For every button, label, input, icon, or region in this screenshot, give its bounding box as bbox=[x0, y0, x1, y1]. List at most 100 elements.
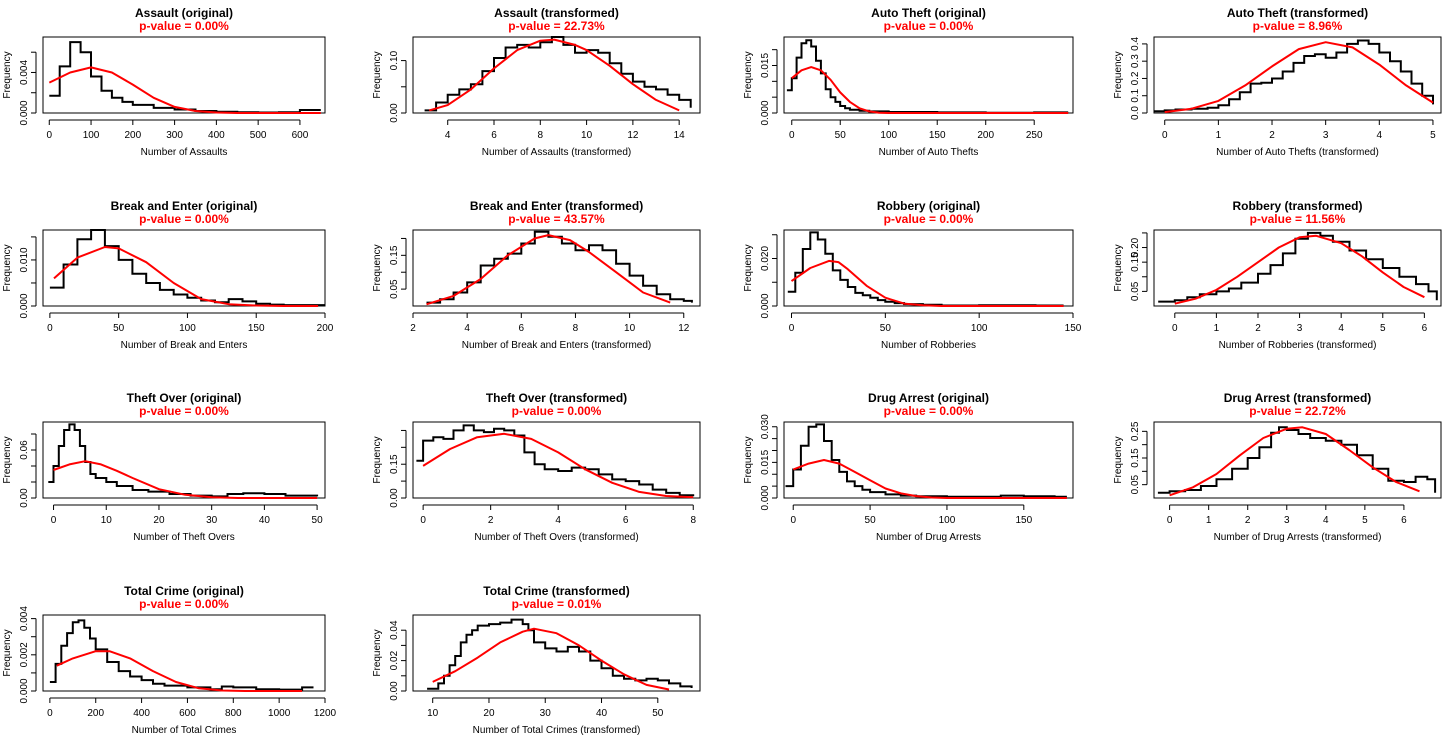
x-tick-label: 1 bbox=[1216, 130, 1222, 141]
x-axis: 0 1 2 3 4 5 6 bbox=[1172, 312, 1428, 334]
x-axis-label: Number of Total Crimes (transformed) bbox=[473, 725, 641, 736]
x-axis-label: Number of Assaults bbox=[141, 147, 228, 158]
x-axis: 10 20 30 40 50 bbox=[427, 697, 664, 719]
y-tick-label: 0.000 bbox=[760, 100, 771, 125]
x-tick-label: 40 bbox=[596, 708, 608, 719]
pvalue-label: p-value = 0.00% bbox=[139, 404, 229, 418]
density-curve bbox=[53, 460, 318, 499]
pvalue-label: p-value = 22.73% bbox=[508, 19, 605, 33]
x-tick-label: 150 bbox=[248, 323, 265, 334]
pvalue-label: p-value = 0.00% bbox=[139, 597, 229, 611]
x-axis: 0 200 400 600 800 1000 1200 bbox=[47, 697, 337, 719]
y-axis-label: Frequency bbox=[372, 51, 383, 98]
x-tick-label: 0 bbox=[1162, 130, 1168, 141]
panel-2: Auto Theft (original)p-value = 0.00% 0 50 1… bbox=[743, 6, 1074, 158]
x-tick-label: 10 bbox=[101, 515, 113, 526]
pvalue-label: p-value = 0.00% bbox=[884, 404, 974, 418]
x-tick-label: 400 bbox=[208, 130, 225, 141]
density-curve bbox=[1174, 234, 1425, 305]
x-tick-label: 2 bbox=[410, 323, 416, 334]
plot-frame bbox=[42, 421, 326, 499]
x-tick-label: 14 bbox=[674, 130, 686, 141]
y-tick-label: 0.05 bbox=[389, 279, 400, 299]
y-axis-label: Frequency bbox=[1113, 436, 1124, 483]
y-tick-label: 0.002 bbox=[19, 642, 30, 667]
x-tick-label: 5 bbox=[1380, 323, 1386, 334]
histogram-series bbox=[49, 619, 314, 691]
panel-title: Drug Arrest (original) bbox=[868, 391, 989, 405]
y-axis: 0.0 0.1 0.2 0.3 0.4 bbox=[1130, 37, 1148, 120]
y-tick-label: 0.20 bbox=[1130, 237, 1141, 257]
x-tick-label: 0 bbox=[51, 515, 57, 526]
y-tick-label: 0.004 bbox=[19, 60, 30, 85]
panel-12: Total Crime (original)p-value = 0.00% 0 20… bbox=[2, 584, 337, 736]
y-tick-label: 0.1 bbox=[1130, 88, 1141, 102]
density-curve bbox=[426, 234, 671, 306]
y-axis: 0.000 0.010 bbox=[19, 236, 37, 319]
y-tick-label: 0.05 bbox=[1130, 281, 1141, 301]
x-axis-label: Number of Break and Enters (transformed) bbox=[462, 340, 652, 351]
plot-frame bbox=[783, 229, 1074, 307]
plot-frame bbox=[42, 614, 326, 692]
y-tick-label: 0.25 bbox=[1130, 421, 1141, 441]
x-tick-label: 4 bbox=[464, 323, 470, 334]
x-tick-label: 100 bbox=[83, 130, 100, 141]
density-curve bbox=[432, 627, 670, 691]
plot-frame bbox=[1153, 421, 1442, 499]
x-tick-label: 5 bbox=[1362, 515, 1368, 526]
x-axis: 2 4 6 8 10 12 bbox=[410, 312, 690, 334]
x-tick-label: 500 bbox=[250, 130, 267, 141]
y-tick-label: 0.000 bbox=[19, 678, 30, 703]
x-tick-label: 300 bbox=[166, 130, 183, 141]
x-tick-label: 1200 bbox=[314, 708, 337, 719]
y-axis: 0.000 0.015 0.030 bbox=[760, 414, 778, 511]
x-axis: 0 50 100 150 200 bbox=[47, 312, 334, 334]
x-tick-label: 12 bbox=[627, 130, 639, 141]
x-axis-label: Number of Total Crimes bbox=[132, 725, 237, 736]
pvalue-label: p-value = 0.00% bbox=[139, 19, 229, 33]
pvalue-label: p-value = 0.00% bbox=[512, 404, 602, 418]
y-tick-label: 0.15 bbox=[389, 454, 400, 474]
y-axis: 0.000 0.004 bbox=[19, 51, 37, 126]
x-tick-label: 0 bbox=[47, 708, 53, 719]
panel-title: Theft Over (transformed) bbox=[486, 391, 627, 405]
x-tick-label: 0 bbox=[46, 130, 52, 141]
x-tick-label: 50 bbox=[880, 323, 892, 334]
panel-6: Robbery (original)p-value = 0.00% 0 50 100 1… bbox=[743, 199, 1082, 351]
plot-frame bbox=[783, 36, 1074, 114]
x-tick-label: 6 bbox=[1401, 515, 1407, 526]
x-axis: 0 50 100 150 200 250 bbox=[789, 119, 1043, 141]
histogram-series bbox=[49, 41, 321, 114]
y-tick-label: 0.02 bbox=[389, 650, 400, 670]
panel-11: Drug Arrest (transformed)p-value = 22.72… bbox=[1113, 391, 1442, 543]
y-tick-label: 0.04 bbox=[389, 620, 400, 640]
y-tick-label: 0.4 bbox=[1130, 37, 1141, 51]
panel-8: Theft Over (original)p-value = 0.00% 0 10 2… bbox=[2, 391, 326, 543]
y-tick-label: 0.10 bbox=[389, 50, 400, 70]
x-tick-label: 30 bbox=[206, 515, 218, 526]
y-axis-label: Frequency bbox=[1113, 244, 1124, 291]
y-axis-label: Frequency bbox=[743, 436, 754, 483]
x-tick-label: 50 bbox=[652, 708, 664, 719]
x-tick-label: 50 bbox=[113, 323, 125, 334]
histogram-series bbox=[1154, 39, 1434, 113]
x-tick-label: 8 bbox=[573, 323, 579, 334]
plot-frame bbox=[412, 229, 701, 307]
histogram-series bbox=[427, 618, 693, 690]
x-tick-label: 800 bbox=[225, 708, 242, 719]
panel-title: Auto Theft (transformed) bbox=[1227, 6, 1368, 20]
panel-3: Auto Theft (transformed)p-value = 8.96% 0… bbox=[1113, 6, 1442, 158]
density-curve bbox=[56, 650, 303, 692]
x-tick-label: 6 bbox=[491, 130, 497, 141]
plot-frame bbox=[1153, 36, 1442, 114]
panel-title: Drug Arrest (transformed) bbox=[1224, 391, 1372, 405]
panel-title: Break and Enter (original) bbox=[111, 199, 258, 213]
y-tick-label: 0.15 bbox=[1130, 448, 1141, 468]
histogram-series bbox=[416, 424, 695, 497]
x-axis-label: Number of Robberies (transformed) bbox=[1219, 340, 1377, 351]
x-tick-label: 8 bbox=[538, 130, 544, 141]
x-tick-label: 3 bbox=[1297, 323, 1303, 334]
density-curve bbox=[792, 459, 1067, 499]
y-tick-label: 0.3 bbox=[1130, 54, 1141, 68]
y-tick-label: 0.05 bbox=[1130, 474, 1141, 494]
